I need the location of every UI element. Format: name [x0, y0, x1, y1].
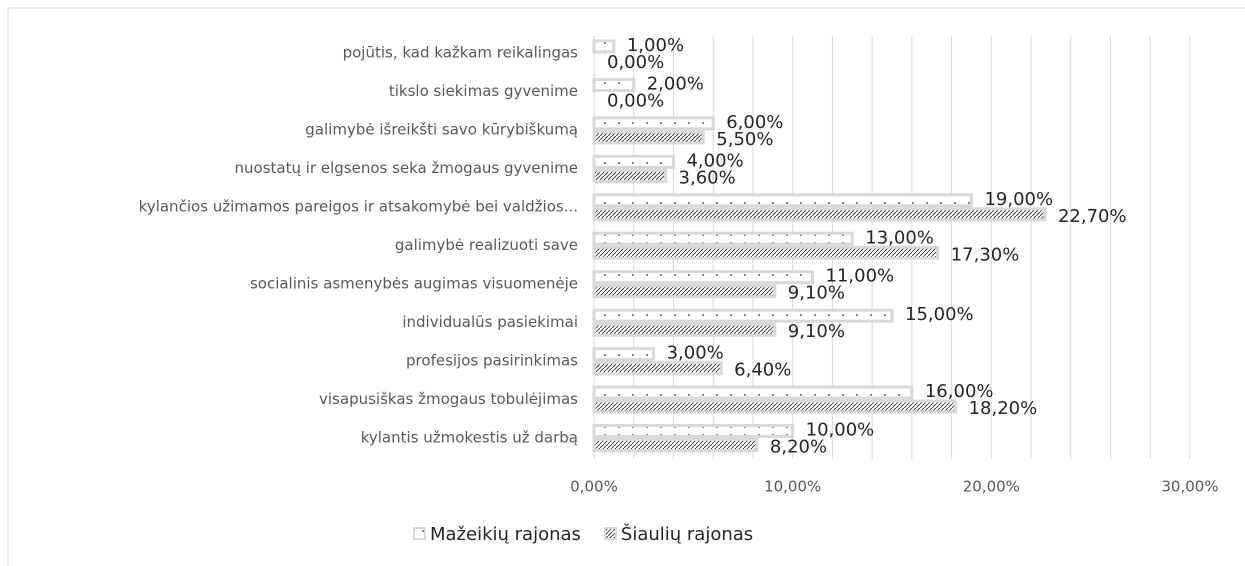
bar [592, 39, 616, 54]
legend-swatch [603, 527, 617, 540]
x-tick-label: 10,00% [764, 478, 821, 496]
x-tick-label: 20,00% [963, 478, 1020, 496]
x-tick-label: 0,00% [570, 478, 618, 496]
category-label: kylančios užimamos pareigos ir atsakomyb… [139, 198, 578, 216]
bar [592, 207, 1047, 222]
bar [592, 245, 940, 260]
value-label: 8,20% [770, 437, 827, 458]
frame [7, 7, 1245, 566]
bar [592, 424, 795, 439]
category-label: tikslo siekimas gyvenime [389, 82, 578, 100]
bar [592, 270, 815, 285]
value-label: 0,00% [607, 52, 664, 73]
bar [592, 385, 914, 400]
value-label: 10,00% [806, 420, 875, 441]
bar [592, 130, 705, 145]
bar [592, 284, 777, 299]
category-label: socialinis asmenybės augimas visuomenėje [250, 274, 578, 292]
value-label: 22,70% [1058, 206, 1127, 227]
value-label: 0,00% [607, 90, 664, 111]
value-label: 1,00% [627, 35, 684, 56]
value-label: 3,00% [667, 343, 724, 364]
value-label: 5,50% [716, 129, 773, 150]
legend-label: Mažeikių rajonas [430, 524, 581, 545]
category-label: galimybė išreikšti savo kūrybiškumą [305, 121, 578, 139]
category-label: individualūs pasiekimai [402, 313, 578, 331]
bar [592, 154, 675, 169]
category-label: nuostatų ir elgsenos seka žmogaus gyveni… [235, 159, 578, 177]
category-label: pojūtis, kad kažkam reikalingas [343, 44, 579, 62]
value-label: 19,00% [984, 189, 1053, 210]
bar [592, 193, 973, 208]
bar [592, 322, 777, 337]
value-label: 4,00% [686, 150, 743, 171]
bar [592, 168, 668, 183]
category-label: visapusiškas žmogaus tobulėjimas [319, 390, 578, 408]
value-label: 6,40% [734, 360, 791, 381]
bar [592, 308, 894, 323]
value-label: 13,00% [865, 227, 934, 248]
value-label: 3,60% [679, 167, 736, 188]
value-label: 15,00% [905, 304, 974, 325]
bar [592, 438, 759, 453]
value-label: 6,00% [726, 112, 783, 133]
value-label: 18,20% [969, 398, 1038, 419]
bar [592, 77, 636, 92]
legend-swatch [413, 527, 426, 540]
bar [592, 116, 715, 131]
bar [592, 399, 958, 414]
value-label: 16,00% [925, 381, 994, 402]
category-label: galimybė realizuoti save [395, 236, 578, 254]
value-label: 9,10% [788, 283, 845, 304]
value-label: 11,00% [826, 266, 895, 287]
category-label: profesijos pasirinkimas [406, 351, 578, 369]
x-tick-label: 30,00% [1161, 478, 1218, 496]
bar [592, 231, 854, 246]
category-label: kylantis užmokestis už darbą [361, 428, 578, 446]
bar [592, 361, 723, 376]
legend-label: Šiaulių rajonas [621, 523, 753, 545]
bar [592, 347, 656, 362]
value-label: 2,00% [647, 73, 704, 94]
value-label: 17,30% [951, 244, 1020, 265]
value-label: 9,10% [788, 321, 845, 342]
